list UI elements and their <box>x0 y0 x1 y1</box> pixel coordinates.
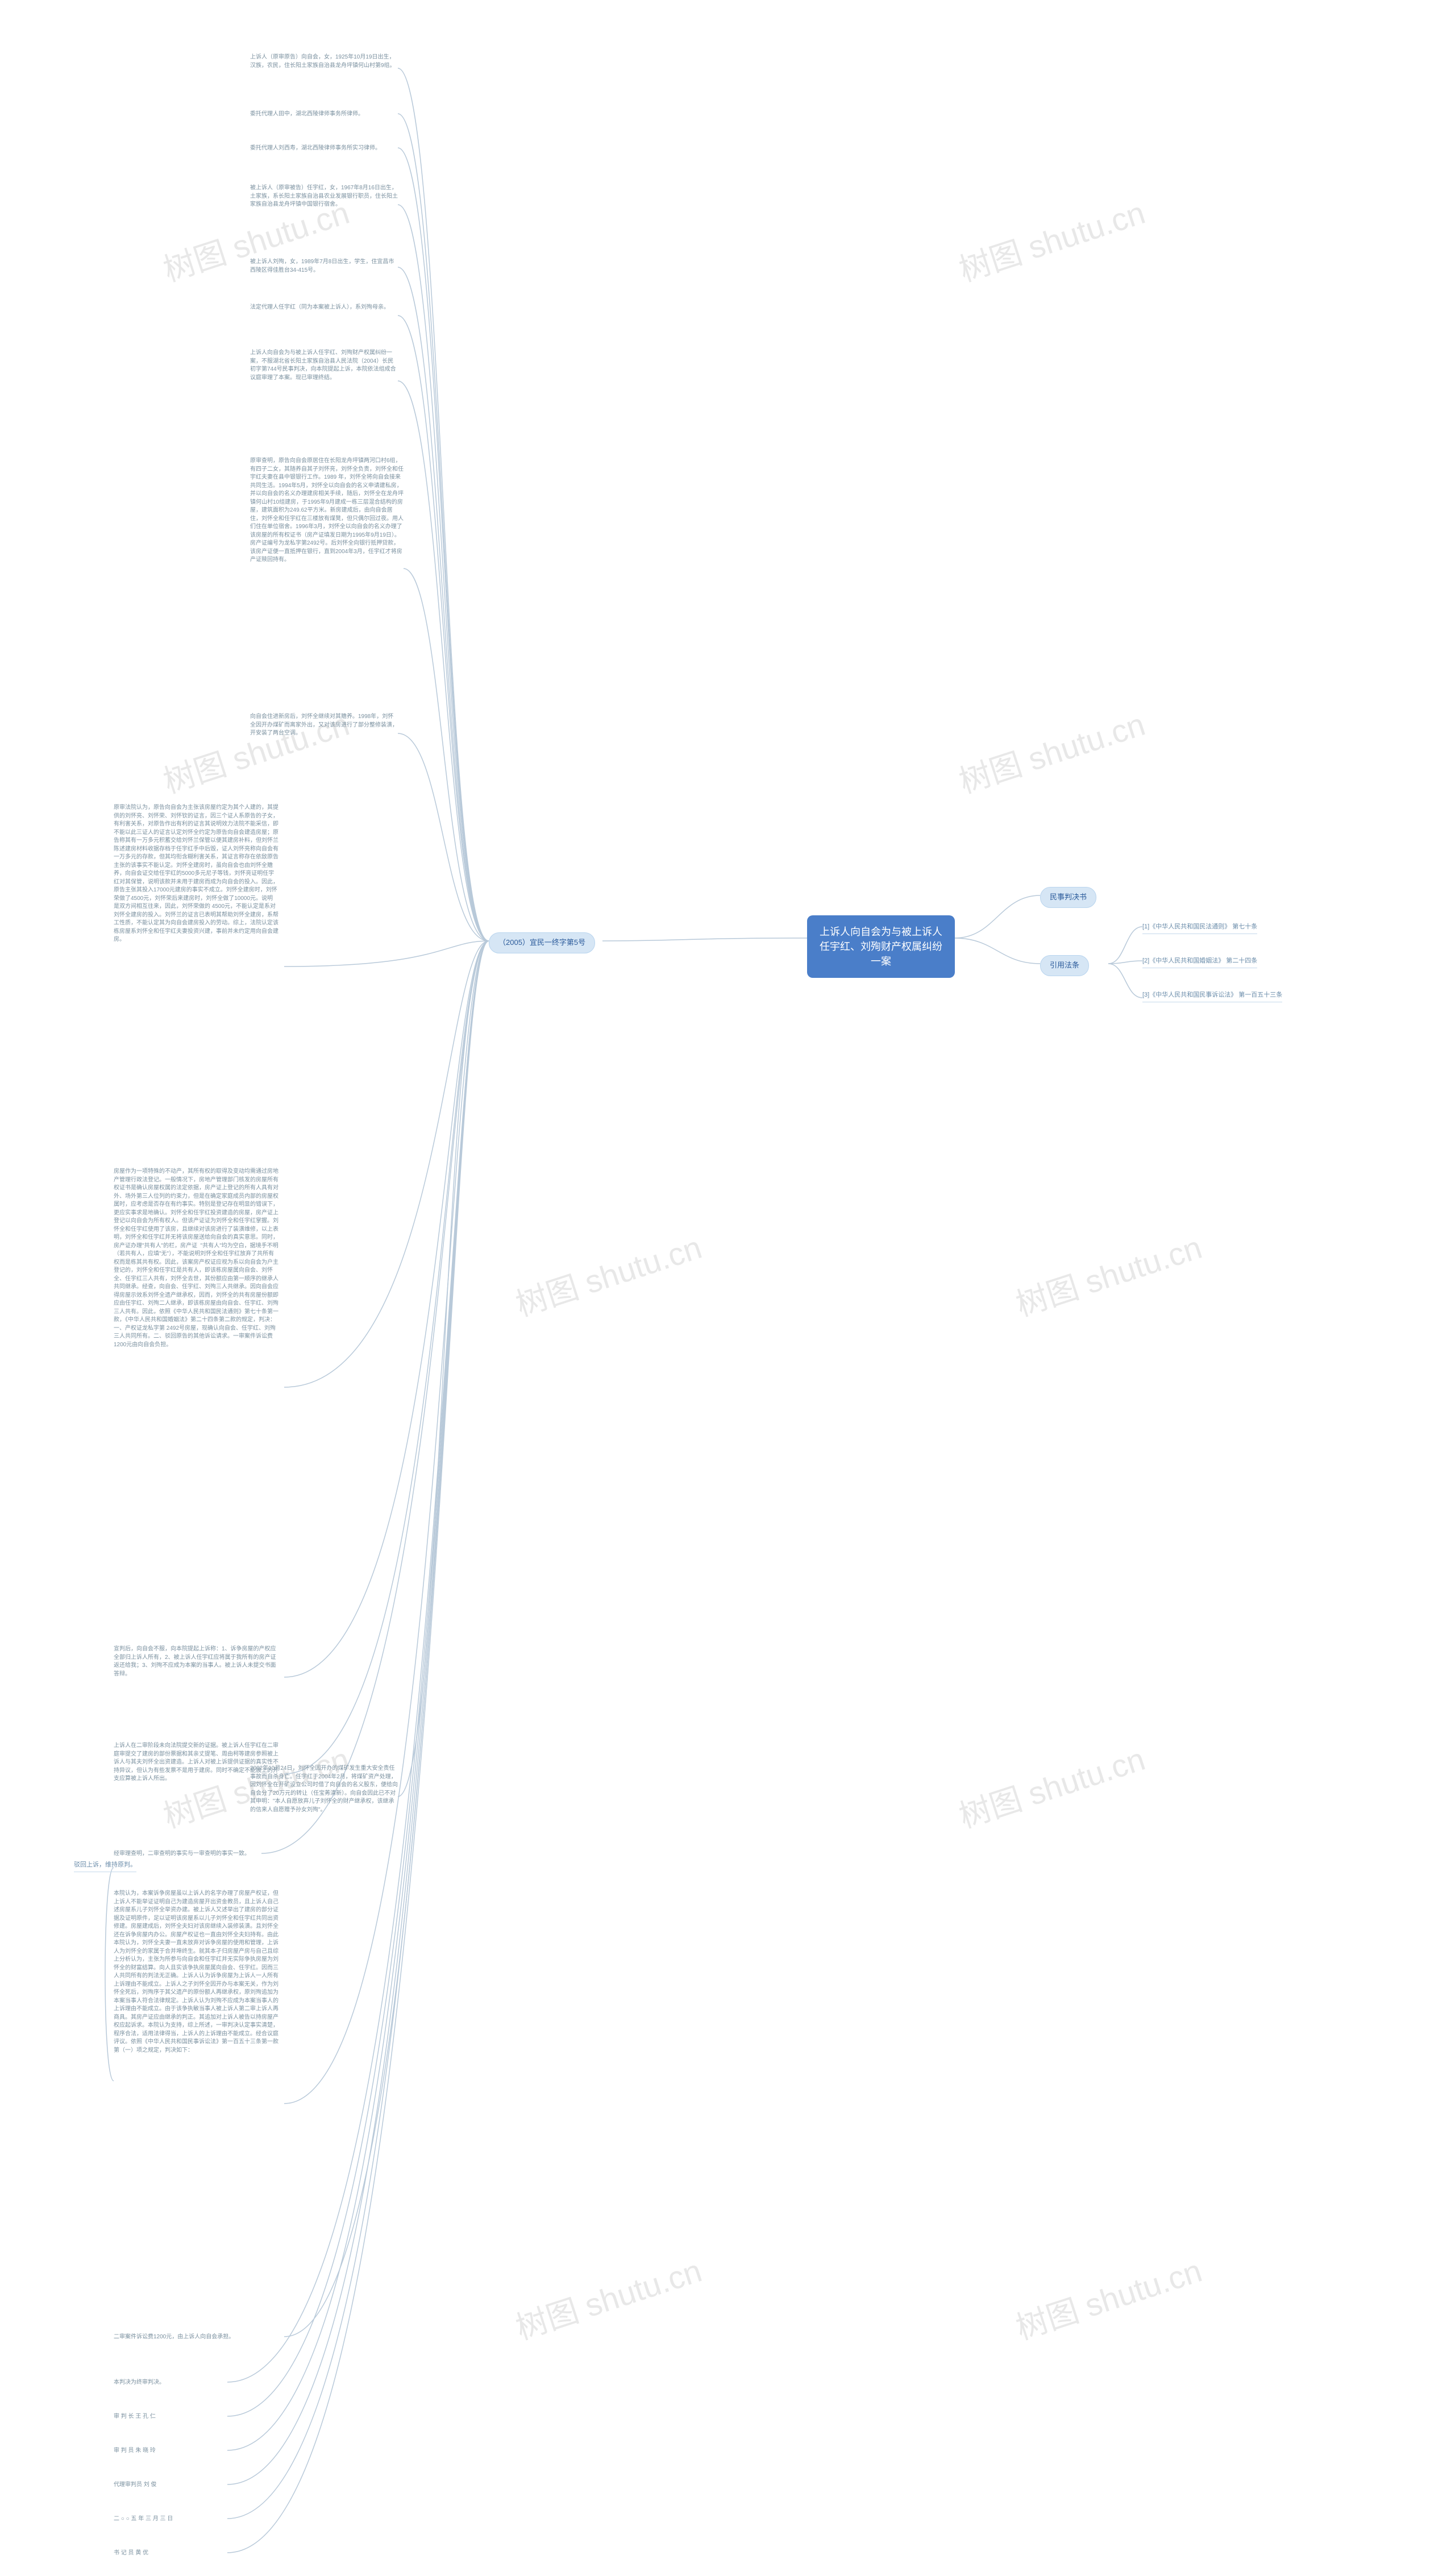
right-node-civil[interactable]: 民事判决书 <box>1040 887 1096 908</box>
paragraph-node: 书 记 员 黄 优 <box>114 2547 148 2560</box>
watermark: 树图 shutu.cn <box>953 1734 1150 1837</box>
paragraph-node: 被上诉人刘殉，女，1989年7月8日出生，学生，住宜昌市西陵区得佳胜台34-41… <box>250 256 398 277</box>
law-ref[interactable]: [3]《中华人民共和国民事诉讼法》 第一百五十三条 <box>1142 989 1282 1002</box>
watermark: 树图 shutu.cn <box>953 188 1150 291</box>
paragraph-node: 原审法院认为，原告向自会为主张该房屋约定为其个人建的，其提供的刘怀亮、刘怀荣、刘… <box>114 802 278 947</box>
paragraph-node: 法定代理人任宇红（同为本案被上诉人），系刘殉母亲。 <box>250 301 389 314</box>
paragraph-node: 审 判 员 朱 晓 玲 <box>114 2445 156 2458</box>
paragraph-node: 宣判后，向自会不服，向本院提起上诉称：1、诉争房屋的产权应全部归上诉人所有，2、… <box>114 1643 278 1681</box>
watermark: 树图 shutu.cn <box>1009 1222 1207 1326</box>
paragraph-node: 2002年10月24日，刘怀全因开办的煤矿发生重大安全责任事故而自杀身亡。任宇红… <box>250 1762 398 1816</box>
paragraph-node: 本院认为，本案诉争房屋虽以上诉人的名字办理了房屋产权证，但上诉人不能举证证明自己… <box>114 1888 278 2057</box>
paragraph-node: 二审案件诉讼费1200元，由上诉人向自会承担。 <box>114 2331 234 2344</box>
watermark: 树图 shutu.cn <box>509 2246 707 2349</box>
law-ref[interactable]: [2]《中华人民共和国婚姻法》 第二十四条 <box>1142 955 1257 968</box>
result-label: 驳回上诉，维持原判。 <box>74 1859 136 1872</box>
paragraph-node: 委托代理人刘西寿，湖北西陵律师事务所实习律师。 <box>250 142 381 155</box>
paragraph-node: 上诉人向自会为与被上诉人任宇红、刘殉财产权属纠纷一案，不服湖北省长阳土家族自治县… <box>250 347 398 384</box>
paragraph-node: 经审理查明，二审查明的事实与一审查明的事实一致。 <box>114 1848 250 1861</box>
watermark: 树图 shutu.cn <box>509 1222 707 1326</box>
paragraph-node: 委托代理人田中，湖北西陵律师事务所律师。 <box>250 108 364 121</box>
paragraph-node: 代理审判员 刘 俊 <box>114 2479 157 2492</box>
watermark: 树图 shutu.cn <box>1009 2246 1207 2349</box>
paragraph-node: 房屋作为一项特殊的不动产，其所有权的取得及变动均需通过房地产管理行政法登记。一般… <box>114 1165 278 1351</box>
paragraph-node: 向自会住进新房后，刘怀全继续对其赡养。1998年，刘怀全因开办煤矿而离家外出，又… <box>250 711 398 740</box>
case-number-node[interactable]: （2005）宜民一终字第5号 <box>489 932 595 953</box>
paragraph-node: 本判决为终审判决。 <box>114 2376 165 2390</box>
paragraph-node: 上诉人（原审原告）向自会，女，1925年10月19日出生，汉族，农民，住长阳土家… <box>250 51 398 72</box>
paragraph-node: 审 判 长 王 孔 仁 <box>114 2411 156 2424</box>
right-node-laws[interactable]: 引用法条 <box>1040 955 1089 976</box>
law-ref[interactable]: [1]《中华人民共和国民法通则》 第七十条 <box>1142 921 1257 934</box>
root-node[interactable]: 上诉人向自会为与被上诉人任宇红、刘殉财产权属纠纷一案 <box>807 915 955 978</box>
watermark: 树图 shutu.cn <box>953 699 1150 803</box>
paragraph-node: 二 ○ ○ 五 年 三 月 三 日 <box>114 2513 173 2526</box>
paragraph-node: 被上诉人（原审被告）任宇红，女，1967年8月16日出生，土家族，系长阳土家族自… <box>250 182 398 211</box>
paragraph-node: 原审查明，原告向自会原居住在长阳龙舟坪镇两河口村6组，有四子二女，其随养自其子刘… <box>250 455 404 567</box>
